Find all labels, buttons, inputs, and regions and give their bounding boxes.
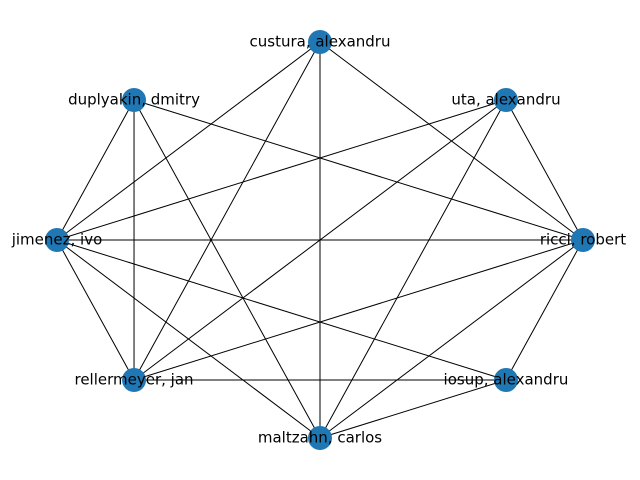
edge-duplyakin-ricci [133,99,584,241]
edge-custura-jimenez [56,41,321,241]
node-label-ricci: ricci, robert [540,231,626,249]
edge-rellermeyer-ricci [133,239,584,381]
node-label-rellermeyer: rellermeyer, jan [74,371,193,389]
node-jimenez [45,228,69,252]
node-ricci [571,228,595,252]
edge-ricci-iosup [505,239,584,381]
edge-uta-ricci [505,99,584,241]
edge-uta-maltzahn [319,99,507,439]
edge-duplyakin-maltzahn [133,99,321,439]
node-maltzahn [308,426,332,450]
edges-layer [56,41,584,439]
edge-uta-jimenez [56,99,507,241]
node-rellermeyer [122,368,147,393]
node-label-jimenez: jimenez, ivo [11,231,103,249]
node-label-custura: custura, alexandru [250,33,391,51]
node-uta [493,87,518,112]
edge-jimenez-iosup [56,239,507,381]
edge-maltzahn-ricci [319,239,584,439]
edge-jimenez-maltzahn [56,239,321,439]
node-duplyakin [122,87,147,112]
edge-custura-rellermeyer [133,41,321,381]
nodes-layer [45,30,595,450]
edge-jimenez-rellermeyer [56,239,135,381]
edge-maltzahn-iosup [319,379,507,439]
node-custura [308,30,332,54]
node-iosup [493,368,518,393]
node-label-iosup: iosup, alexandru [444,371,569,389]
node-label-maltzahn: maltzahn, carlos [258,429,382,447]
labels-layer: ricci, robert uta, alexandru custura, alex… [11,33,627,447]
node-label-uta: uta, alexandru [451,90,560,108]
node-label-duplyakin: duplyakin, dmitry [68,90,200,108]
edge-duplyakin-jimenez [56,99,135,241]
